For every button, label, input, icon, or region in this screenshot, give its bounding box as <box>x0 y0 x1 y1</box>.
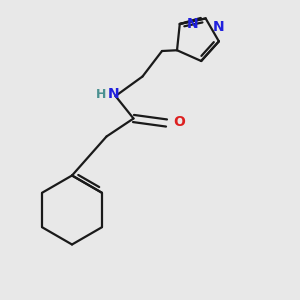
Text: N: N <box>213 20 225 34</box>
Text: N: N <box>186 17 198 31</box>
Text: O: O <box>173 115 185 129</box>
Text: H: H <box>95 88 106 101</box>
Text: N: N <box>108 88 120 101</box>
